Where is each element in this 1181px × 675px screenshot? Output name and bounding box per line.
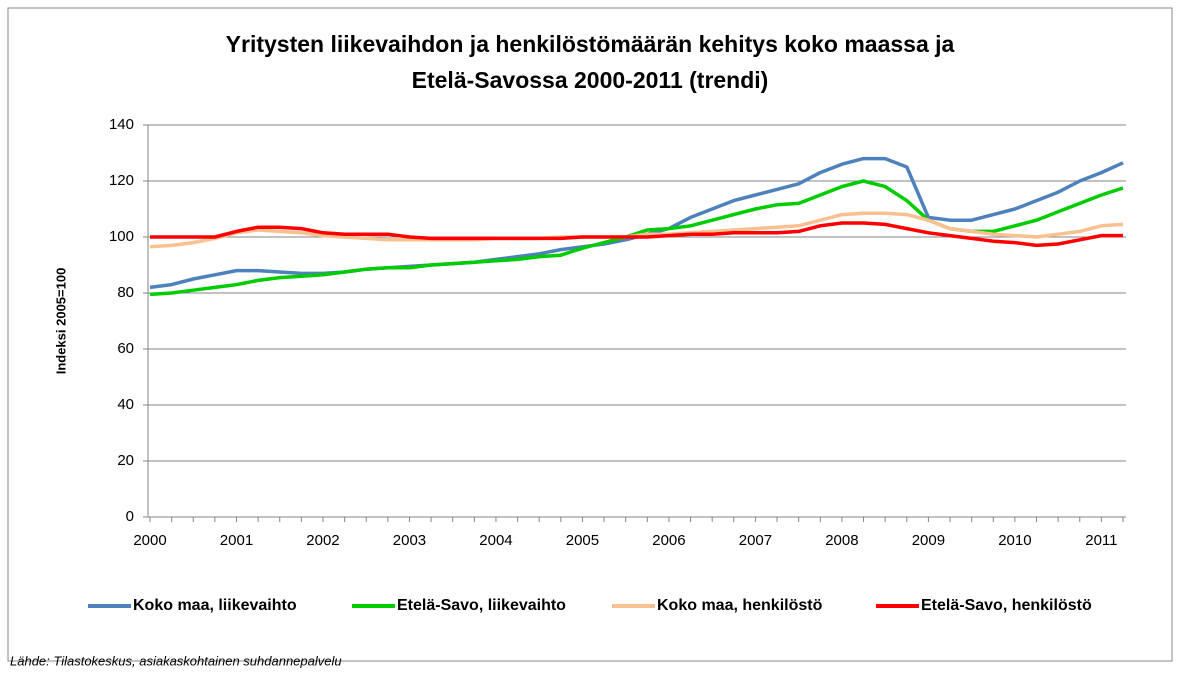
- chart-title: Etelä-Savossa 2000-2011 (trendi): [412, 67, 769, 93]
- y-tick-label: 140: [109, 116, 134, 133]
- x-tick-label: 2004: [479, 532, 512, 549]
- legend-label: Etelä-Savo, liikevaihto: [397, 597, 566, 614]
- x-tick-label: 2007: [739, 532, 772, 549]
- x-tick-label: 2006: [652, 532, 685, 549]
- y-tick-label: 0: [126, 508, 134, 525]
- x-tick-label: 2011: [1085, 532, 1117, 549]
- x-tick-label: 2008: [825, 532, 858, 549]
- x-tick-label: 2002: [306, 532, 339, 549]
- y-tick-label: 80: [117, 284, 134, 301]
- x-tick-label: 2001: [220, 532, 253, 549]
- y-axis-label: Indeksi 2005=100: [53, 268, 68, 375]
- legend-label: Koko maa, liikevaihto: [133, 597, 297, 614]
- legend-label: Etelä-Savo, henkilöstö: [921, 597, 1092, 614]
- y-tick-label: 20: [117, 452, 134, 469]
- x-tick-label: 2010: [998, 532, 1031, 549]
- y-tick-label: 100: [109, 228, 134, 245]
- y-tick-label: 40: [117, 396, 134, 413]
- x-tick-label: 2000: [133, 532, 166, 549]
- y-tick-label: 120: [109, 172, 134, 189]
- chart-title: Yritysten liikevaihdon ja henkilöstömäär…: [226, 31, 955, 57]
- y-tick-label: 60: [117, 340, 134, 357]
- source-note: Lähde: Tilastokeskus, asiakaskohtainen s…: [10, 653, 342, 668]
- x-tick-label: 2009: [912, 532, 945, 549]
- series-line: [150, 221, 1123, 248]
- x-tick-label: 2005: [566, 532, 599, 549]
- x-tick-label: 2003: [393, 532, 426, 549]
- legend-label: Koko maa, henkilöstö: [657, 597, 823, 614]
- chart-frame: [7, 7, 1173, 662]
